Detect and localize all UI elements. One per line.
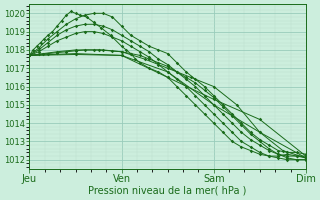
X-axis label: Pression niveau de la mer( hPa ): Pression niveau de la mer( hPa ) xyxy=(89,186,247,196)
